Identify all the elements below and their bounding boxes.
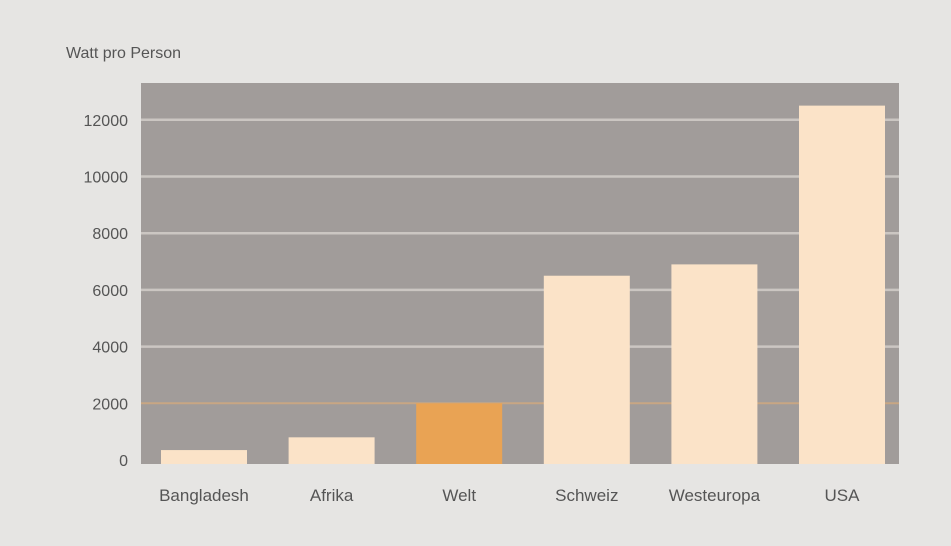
plot-area bbox=[141, 83, 899, 464]
bar-afrika bbox=[288, 437, 375, 464]
y-tick-label: 12000 bbox=[84, 113, 129, 130]
x-category-label: Schweiz bbox=[555, 486, 618, 505]
bar-schweiz bbox=[543, 275, 630, 464]
y-tick-label: 10000 bbox=[84, 170, 129, 187]
y-tick-label: 0 bbox=[119, 453, 128, 470]
x-category-labels: Bangladesh Afrika Welt Schweiz Westeuropa USA bbox=[159, 486, 860, 505]
y-tick-label: 2000 bbox=[92, 396, 128, 413]
y-axis-label: Watt pro Person bbox=[66, 45, 181, 62]
bar-usa bbox=[799, 105, 885, 464]
bar-welt bbox=[416, 403, 503, 464]
x-category-label: Welt bbox=[442, 486, 476, 505]
x-category-label: Afrika bbox=[310, 486, 354, 505]
y-tick-labels: 0 2000 4000 6000 8000 10000 12000 bbox=[84, 113, 129, 470]
y-tick-label: 8000 bbox=[92, 226, 128, 243]
x-category-label: USA bbox=[825, 486, 861, 505]
gridlines bbox=[141, 118, 899, 405]
y-tick-label: 4000 bbox=[92, 340, 128, 357]
bar-bangladesh bbox=[161, 450, 247, 464]
bars bbox=[161, 105, 885, 464]
x-category-label: Westeuropa bbox=[669, 486, 761, 505]
bar-westeuropa bbox=[671, 264, 758, 464]
x-category-label: Bangladesh bbox=[159, 486, 249, 505]
y-tick-label: 6000 bbox=[92, 283, 128, 300]
